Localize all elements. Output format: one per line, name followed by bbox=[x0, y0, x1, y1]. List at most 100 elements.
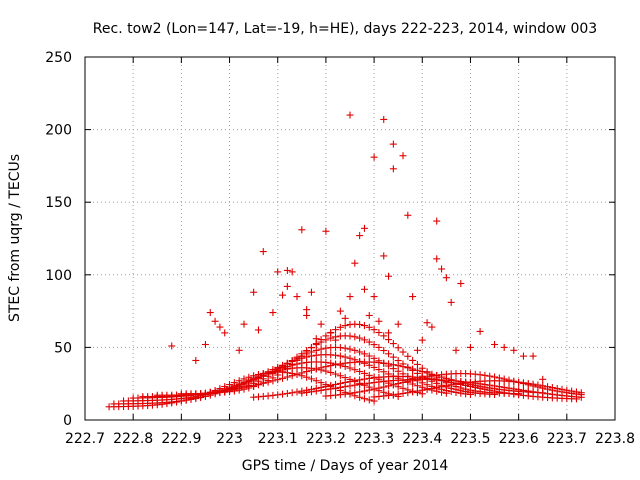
data-point-marker bbox=[375, 343, 383, 351]
data-point-marker bbox=[539, 375, 547, 383]
data-point-marker bbox=[356, 321, 364, 329]
data-point-marker bbox=[240, 383, 248, 391]
data-point-marker bbox=[336, 352, 344, 360]
data-point-marker bbox=[274, 391, 282, 399]
data-point-marker bbox=[365, 352, 373, 360]
x-axis-tick-labels: 222.7 222.8 222.9 223 223.1 223.2 223.3 223.4 22… bbox=[65, 431, 635, 447]
data-point-marker bbox=[327, 368, 335, 376]
data-point-marker bbox=[283, 266, 291, 274]
data-point-marker bbox=[211, 317, 219, 325]
data-point-marker bbox=[452, 380, 460, 388]
axis-ticks bbox=[84, 56, 616, 421]
data-point-marker bbox=[442, 382, 450, 390]
data-point-marker bbox=[360, 387, 368, 395]
data-point-marker bbox=[254, 380, 262, 388]
data-point-marker bbox=[264, 378, 272, 386]
data-point-marker bbox=[269, 309, 277, 317]
data-point-marker bbox=[433, 255, 441, 263]
data-point-marker bbox=[433, 217, 441, 225]
data-point-marker bbox=[346, 111, 354, 119]
y-tick-label: 0 bbox=[63, 413, 72, 429]
data-point-marker bbox=[428, 323, 436, 331]
data-point-marker bbox=[409, 376, 417, 384]
data-point-marker bbox=[389, 340, 397, 348]
data-point-marker bbox=[409, 293, 417, 301]
data-point-marker bbox=[303, 348, 311, 356]
data-point-marker bbox=[322, 363, 330, 371]
data-point-marker bbox=[375, 329, 383, 337]
data-point-marker bbox=[413, 366, 421, 374]
data-point-marker bbox=[192, 356, 200, 364]
y-tick-label: 50 bbox=[54, 340, 72, 356]
x-tick-label: 223.2 bbox=[306, 431, 346, 447]
data-point-marker bbox=[365, 323, 373, 331]
data-point-marker bbox=[365, 386, 373, 394]
data-point-marker bbox=[413, 387, 421, 395]
data-point-marker bbox=[206, 309, 214, 317]
data-point-marker bbox=[332, 351, 340, 359]
data-point-marker bbox=[423, 373, 431, 381]
data-point-marker bbox=[283, 282, 291, 290]
data-point-marker bbox=[307, 288, 315, 296]
y-tick-label: 100 bbox=[45, 268, 72, 284]
data-point-marker bbox=[423, 385, 431, 393]
data-point-marker bbox=[327, 385, 335, 393]
data-point-marker bbox=[563, 386, 571, 394]
x-tick-label: 222.9 bbox=[161, 431, 201, 447]
data-point-marker bbox=[375, 384, 383, 392]
data-point-marker bbox=[336, 383, 344, 391]
data-point-marker bbox=[385, 329, 393, 337]
data-point-marker bbox=[341, 383, 349, 391]
data-point-marker bbox=[404, 364, 412, 372]
data-point-marker bbox=[389, 391, 397, 399]
data-point-marker bbox=[279, 374, 287, 382]
data-point-marker bbox=[428, 372, 436, 380]
data-point-marker bbox=[399, 363, 407, 371]
x-tick-label: 223.7 bbox=[547, 431, 587, 447]
x-tick-label: 223.6 bbox=[499, 431, 539, 447]
data-point-marker bbox=[385, 360, 393, 368]
data-point-marker bbox=[332, 384, 340, 392]
data-point-marker bbox=[365, 338, 373, 346]
data-point-marker bbox=[327, 329, 335, 337]
data-point-marker bbox=[332, 336, 340, 344]
data-point-marker bbox=[370, 153, 378, 161]
data-point-marker bbox=[283, 364, 291, 372]
y-axis-tick-labels: 0 50 100 150 200 250 bbox=[45, 50, 72, 429]
data-point-marker bbox=[293, 388, 301, 396]
data-point-marker bbox=[307, 366, 315, 374]
data-point-marker bbox=[341, 344, 349, 352]
data-point-marker bbox=[341, 353, 349, 361]
chart-title: Rec. tow2 (Lon=147, Lat=-19, h=HE), days… bbox=[93, 21, 597, 37]
data-point-marker bbox=[360, 350, 368, 358]
x-tick-label: 222.8 bbox=[113, 431, 153, 447]
data-point-marker bbox=[332, 370, 340, 378]
data-point-marker bbox=[423, 319, 431, 327]
data-point-marker bbox=[312, 377, 320, 385]
data-point-marker bbox=[428, 384, 436, 392]
x-tick-label: 223.8 bbox=[595, 431, 635, 447]
data-point-marker bbox=[394, 344, 402, 352]
data-point-marker bbox=[283, 373, 291, 381]
data-point-marker bbox=[515, 386, 523, 394]
data-point-marker bbox=[201, 340, 209, 348]
data-point-marker bbox=[250, 288, 258, 296]
data-point-marker bbox=[336, 344, 344, 352]
data-point-marker bbox=[385, 382, 393, 390]
data-point-marker bbox=[389, 353, 397, 361]
data-point-marker bbox=[298, 352, 306, 360]
data-point-marker bbox=[365, 379, 373, 387]
data-point-marker bbox=[418, 374, 426, 382]
data-point-marker bbox=[317, 336, 325, 344]
data-point-marker bbox=[336, 372, 344, 380]
grid-lines bbox=[85, 57, 615, 420]
data-point-marker bbox=[365, 311, 373, 319]
data-point-marker bbox=[399, 348, 407, 356]
x-tick-label: 223.1 bbox=[258, 431, 298, 447]
data-point-marker bbox=[409, 388, 417, 396]
x-tick-label: 223.4 bbox=[402, 431, 442, 447]
data-point-marker bbox=[572, 388, 580, 396]
data-point-marker bbox=[307, 388, 315, 396]
data-point-marker bbox=[409, 356, 417, 364]
data-point-marker bbox=[404, 377, 412, 385]
